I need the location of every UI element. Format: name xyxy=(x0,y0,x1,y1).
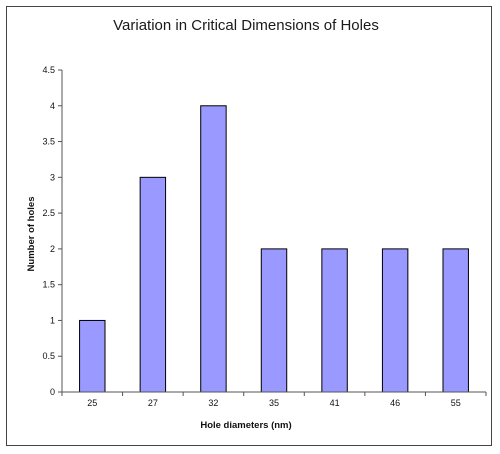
x-tick-label: 55 xyxy=(451,398,461,408)
y-tick-label: 1 xyxy=(50,315,55,325)
bar-46 xyxy=(381,248,409,393)
bar-41 xyxy=(321,248,348,393)
x-tick-label: 35 xyxy=(269,398,279,408)
x-tick-label: 25 xyxy=(87,398,97,408)
y-tick-label: 1.5 xyxy=(42,280,55,290)
y-axis-ticks: 0 0.5 1 1.5 2 2.5 3 3.5 4 4.5 xyxy=(42,65,62,397)
bar-25 xyxy=(79,319,106,393)
y-tick-label: 3.5 xyxy=(42,137,55,147)
y-tick-label: 0 xyxy=(50,387,55,397)
bar-35 xyxy=(260,248,288,393)
y-tick-label: 2 xyxy=(50,244,55,254)
x-tick-label: 32 xyxy=(208,398,218,408)
bars xyxy=(79,105,469,393)
x-tick-label: 41 xyxy=(330,398,340,408)
x-tick-label: 46 xyxy=(390,398,400,408)
chart-title: Variation in Critical Dimensions of Hole… xyxy=(113,17,379,34)
x-tick-label: 27 xyxy=(148,398,158,408)
x-axis-ticks: 25 27 32 35 41 46 55 xyxy=(61,392,487,408)
y-tick-label: 4.5 xyxy=(42,65,55,75)
x-axis-label: Hole diameters (nm) xyxy=(200,420,291,431)
bar-55 xyxy=(442,248,469,393)
y-axis-label: Number of holes xyxy=(26,197,37,272)
y-tick-label: 4 xyxy=(50,101,55,111)
y-tick-label: 0.5 xyxy=(42,351,55,361)
y-tick-label: 2.5 xyxy=(42,208,55,218)
bar-27 xyxy=(139,176,167,393)
y-tick-label: 3 xyxy=(50,172,55,182)
bar-32 xyxy=(200,105,227,393)
